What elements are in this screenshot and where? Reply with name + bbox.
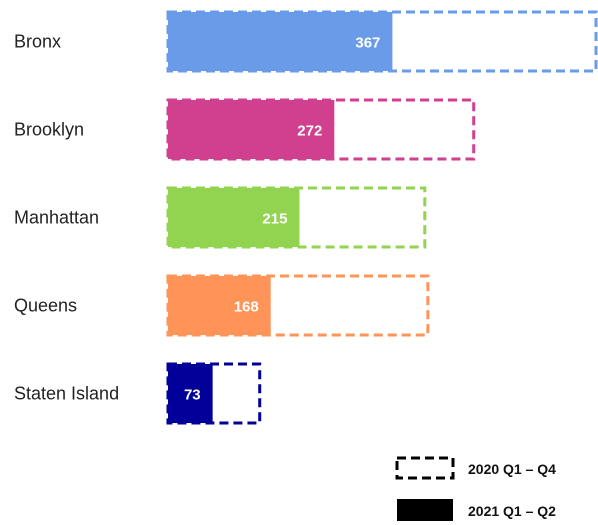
bars-group: Bronx 367 Brooklyn 272 Manhattan 215 Queens 168… (14, 10, 598, 425)
legend-label-2020: 2020 Q1 – Q4 (468, 461, 556, 477)
legend-swatch-2021 (397, 499, 453, 521)
category-label-queens: Queens (14, 296, 77, 316)
bar-2020-outline-bronx (166, 10, 598, 73)
bar-2021-brooklyn (168, 100, 335, 159)
bar-2021-queens (168, 276, 271, 335)
bar-2020-outline-manhattan (166, 186, 427, 249)
category-label-manhattan: Manhattan (14, 208, 99, 228)
bar-2020-outline-queens (166, 274, 430, 337)
bar-2020-outline-staten-island (166, 362, 262, 425)
category-label-staten-island: Staten Island (14, 384, 119, 404)
legend-label-2021: 2021 Q1 – Q2 (468, 503, 556, 519)
category-label-bronx: Bronx (14, 32, 61, 52)
value-label-staten-island: 73 (184, 387, 201, 404)
bar-2021-manhattan (168, 188, 300, 247)
bar-2021-bronx (168, 12, 393, 71)
value-label-manhattan: 215 (262, 211, 287, 228)
bar-2021-staten-island (168, 364, 213, 423)
legend-swatch-2020 (395, 456, 455, 480)
value-label-bronx: 367 (355, 35, 380, 52)
value-label-brooklyn: 272 (297, 123, 322, 140)
legend: 2020 Q1 – Q4 2021 Q1 – Q2 (395, 456, 556, 521)
value-label-queens: 168 (234, 299, 259, 316)
category-label-brooklyn: Brooklyn (14, 120, 84, 140)
